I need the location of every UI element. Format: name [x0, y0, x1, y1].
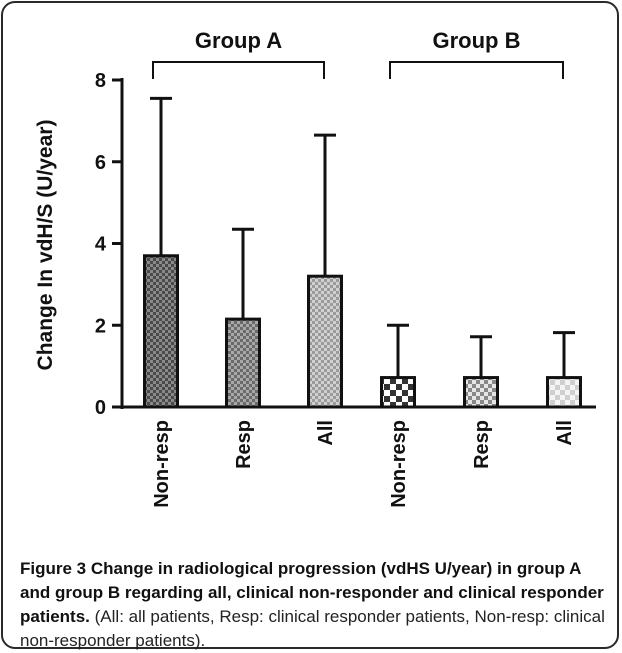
- x-tick-label: Non-resp: [151, 420, 173, 508]
- y-tick-label: 2: [95, 315, 106, 337]
- bar: [382, 378, 415, 407]
- x-tick-label: Resp: [233, 420, 255, 469]
- y-tick-label: 6: [95, 152, 106, 174]
- group-bracket: [153, 62, 324, 79]
- group-brackets: Group A Group B: [153, 28, 563, 79]
- axes: [112, 78, 596, 409]
- group-label: Group A: [195, 28, 282, 53]
- bar: [145, 256, 178, 407]
- x-tick-label: Non-resp: [388, 420, 410, 508]
- figure-caption: Figure 3 Change in radiological progress…: [20, 557, 610, 653]
- y-tick-label: 4: [95, 234, 107, 256]
- bar: [465, 378, 498, 407]
- y-tick-label: 8: [95, 70, 106, 92]
- bar: [309, 276, 342, 407]
- y-tick-label: 0: [95, 397, 106, 419]
- x-tick-label: All: [554, 420, 576, 446]
- x-tick-label: All: [315, 420, 337, 446]
- group-label: Group B: [433, 28, 521, 53]
- y-axis-label: Change In vdH/S (U/year): [34, 120, 57, 371]
- bar: [227, 319, 260, 407]
- x-tick-label: Resp: [471, 420, 493, 469]
- caption-note: (All: all patients, Resp: clinical respo…: [20, 607, 605, 650]
- group-bracket: [390, 62, 563, 79]
- bar: [548, 378, 581, 407]
- bars: [145, 98, 581, 407]
- caption-label: Figure 3: [20, 559, 86, 578]
